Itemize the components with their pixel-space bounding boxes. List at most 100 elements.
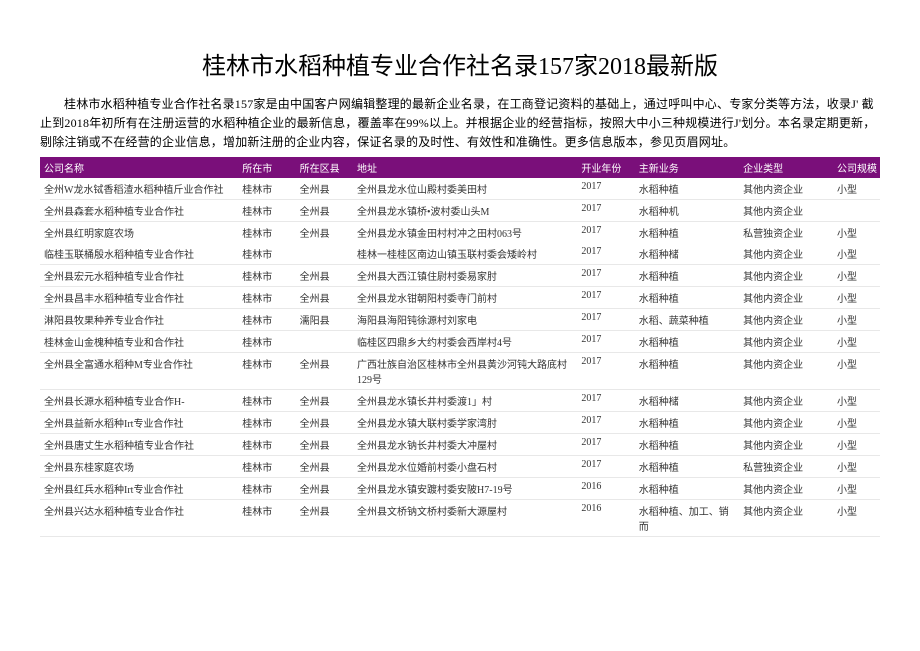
cell-address: 海阳县海阳钝徐源村刘家电	[353, 308, 577, 330]
cell-address: 桂林一桂桂区南边山镇玉联村委会矮岭村	[353, 243, 577, 265]
cell-type: 其他内资企业	[739, 433, 833, 455]
cell-year: 2017	[577, 411, 634, 433]
cell-type: 其他内资企业	[739, 330, 833, 352]
directory-table: 公司名称 所在市 所在区县 地址 开业年份 主新业务 企业类型 公司规模 全州W…	[40, 157, 880, 537]
cell-scale: 小型	[833, 499, 880, 536]
cell-scale: 小型	[833, 411, 880, 433]
col-address: 地址	[353, 157, 577, 178]
cell-company-name: 全州县红兵水稻种Irt专业合作社	[40, 477, 238, 499]
cell-scale: 小型	[833, 286, 880, 308]
cell-company-name: 桂林金山金槐种植专业和合作社	[40, 330, 238, 352]
page-title: 桂林市水稻种植专业合作社名录157家2018最新版	[40, 46, 880, 81]
cell-scale: 小型	[833, 352, 880, 389]
cell-business: 水稻种槠	[635, 243, 739, 265]
cell-address: 全州县龙水镇桥•波村委山头M	[353, 199, 577, 221]
cell-company-name: 临桂玉联桶殷水稻种植专业合作社	[40, 243, 238, 265]
table-row: 全州县长源水稻种植专业合作H-桂林市全州县全州县龙水镇长井村委渡1」村2017水…	[40, 389, 880, 411]
cell-type: 其他内资企业	[739, 286, 833, 308]
cell-type: 其他内资企业	[739, 352, 833, 389]
cell-type: 其他内资企业	[739, 389, 833, 411]
cell-city: 桂林市	[238, 352, 295, 389]
cell-type: 其他内资企业	[739, 243, 833, 265]
cell-scale: 小型	[833, 433, 880, 455]
cell-type: 其他内资企业	[739, 199, 833, 221]
table-row: 全州县红明家庭农场桂林市全州县全州县龙水镇金田村村冲之田村063号2017水稻种…	[40, 221, 880, 243]
cell-business: 水稻种植、加工、销而	[635, 499, 739, 536]
cell-county: 全州县	[296, 389, 353, 411]
cell-type: 其他内资企业	[739, 411, 833, 433]
cell-business: 水稻种植	[635, 411, 739, 433]
cell-scale: 小型	[833, 264, 880, 286]
cell-county: 全州县	[296, 352, 353, 389]
cell-company-name: 全州县宏元水稻种植专业合作社	[40, 264, 238, 286]
cell-business: 水稻种植	[635, 264, 739, 286]
cell-company-name: 全州县益新水稻种Irt专业合作社	[40, 411, 238, 433]
cell-county: 全州县	[296, 455, 353, 477]
col-type: 企业类型	[739, 157, 833, 178]
cell-scale: 小型	[833, 308, 880, 330]
cell-city: 桂林市	[238, 330, 295, 352]
cell-address: 全州县龙水钳朝阳村委寺门前村	[353, 286, 577, 308]
cell-county: 全州县	[296, 286, 353, 308]
cell-year: 2017	[577, 455, 634, 477]
cell-business: 水稻种植	[635, 286, 739, 308]
table-header-row: 公司名称 所在市 所在区县 地址 开业年份 主新业务 企业类型 公司规模	[40, 157, 880, 178]
cell-year: 2017	[577, 243, 634, 265]
cell-company-name: 全州县长源水稻种植专业合作H-	[40, 389, 238, 411]
cell-scale: 小型	[833, 389, 880, 411]
cell-county: 全州县	[296, 221, 353, 243]
cell-year: 2017	[577, 330, 634, 352]
cell-city: 桂林市	[238, 264, 295, 286]
cell-business: 水稻、蔬菜种植	[635, 308, 739, 330]
cell-city: 桂林市	[238, 178, 295, 200]
table-row: 全州县全富通水稻种M专业合作社桂林市全州县广西壮族自治区桂林市全州县黄沙河钝大路…	[40, 352, 880, 389]
cell-business: 水稻种机	[635, 199, 739, 221]
cell-address: 全州县龙水镇金田村村冲之田村063号	[353, 221, 577, 243]
cell-address: 广西壮族自治区桂林市全州县黄沙河钝大路底村129号	[353, 352, 577, 389]
cell-city: 桂林市	[238, 455, 295, 477]
cell-business: 水稻种植	[635, 352, 739, 389]
cell-year: 2017	[577, 221, 634, 243]
cell-type: 其他内资企业	[739, 477, 833, 499]
cell-business: 水稻种槠	[635, 389, 739, 411]
col-business: 主新业务	[635, 157, 739, 178]
cell-company-name: 全州县东桂家庭农场	[40, 455, 238, 477]
cell-company-name: 全州县全富通水稻种M专业合作社	[40, 352, 238, 389]
cell-scale: 小型	[833, 330, 880, 352]
cell-scale: 小型	[833, 455, 880, 477]
cell-city: 桂林市	[238, 477, 295, 499]
cell-county: 全州县	[296, 178, 353, 200]
cell-county: 全州县	[296, 411, 353, 433]
cell-business: 水稻种植	[635, 477, 739, 499]
table-row: 临桂玉联桶殷水稻种植专业合作社桂林市桂林一桂桂区南边山镇玉联村委会矮岭村2017…	[40, 243, 880, 265]
table-row: 全州县兴达水稻种植专业合作社桂林市全州县全州县文桥钠文桥村委新大源屋村2016水…	[40, 499, 880, 536]
cell-type: 私营独资企业	[739, 221, 833, 243]
cell-business: 水稻种植	[635, 330, 739, 352]
cell-company-name: 全州县兴达水稻种植专业合作社	[40, 499, 238, 536]
cell-address: 临桂区四鼎乡大约村委会西岸村4号	[353, 330, 577, 352]
cell-company-name: 全州县唐丈生水稻种植专业合作社	[40, 433, 238, 455]
cell-scale	[833, 199, 880, 221]
cell-city: 桂林市	[238, 308, 295, 330]
table-row: 淋阳县牧果种养专业合作社桂林市濡阳县海阳县海阳钝徐源村刘家电2017水稻、蔬菜种…	[40, 308, 880, 330]
cell-business: 水稻种植	[635, 178, 739, 200]
cell-address: 全州县龙水位山殿村委美田村	[353, 178, 577, 200]
cell-year: 2017	[577, 199, 634, 221]
cell-scale: 小型	[833, 221, 880, 243]
cell-county	[296, 243, 353, 265]
cell-city: 桂林市	[238, 411, 295, 433]
cell-year: 2016	[577, 499, 634, 536]
col-year: 开业年份	[577, 157, 634, 178]
cell-type: 其他内资企业	[739, 178, 833, 200]
cell-type: 其他内资企业	[739, 499, 833, 536]
table-row: 全州W龙水铽香稻渣水稻种植斤业合作社桂林市全州县全州县龙水位山殿村委美田村201…	[40, 178, 880, 200]
cell-scale: 小型	[833, 243, 880, 265]
cell-company-name: 全州W龙水铽香稻渣水稻种植斤业合作社	[40, 178, 238, 200]
table-row: 全州县宏元水稻种植专业合作社桂林市全州县全州县大西江镇住尉村委易家肘2017水稻…	[40, 264, 880, 286]
cell-year: 2017	[577, 286, 634, 308]
table-row: 全州县唐丈生水稻种植专业合作社桂林市全州县全州县龙水钠长井村委大冲屋村2017水…	[40, 433, 880, 455]
cell-year: 2017	[577, 264, 634, 286]
cell-scale: 小型	[833, 178, 880, 200]
cell-county: 全州县	[296, 499, 353, 536]
cell-type: 私营独资企业	[739, 455, 833, 477]
